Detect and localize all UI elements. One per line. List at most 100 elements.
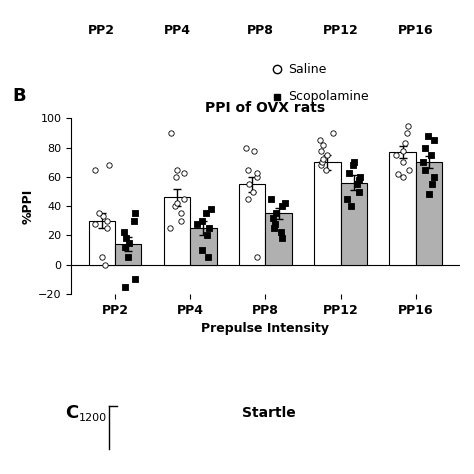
Bar (190, 228, 217, 264)
Point (120, 229, 128, 237)
Point (425, 132, 432, 140)
Point (244, 166, 252, 173)
Point (166, 224, 173, 232)
Text: PP2: PP2 (88, 24, 115, 37)
Point (343, 195, 351, 203)
Point (253, 254, 261, 261)
Point (205, 224, 212, 232)
Point (177, 217, 185, 225)
Point (403, 129, 411, 137)
Point (392, 151, 400, 159)
Point (173, 200, 181, 207)
Point (347, 202, 355, 210)
Point (355, 176, 363, 184)
Point (244, 195, 252, 203)
Point (272, 210, 280, 217)
Point (254, 169, 261, 176)
Text: Saline: Saline (289, 63, 327, 76)
Point (353, 181, 361, 188)
Text: PP12: PP12 (322, 24, 358, 37)
Point (199, 246, 206, 254)
Point (351, 159, 358, 166)
Point (167, 129, 175, 137)
Text: PP16: PP16 (398, 24, 434, 37)
Bar (164, 197, 190, 264)
Point (124, 254, 131, 261)
Point (193, 220, 201, 228)
Point (267, 195, 275, 203)
Point (277, 229, 284, 237)
Text: B: B (13, 87, 27, 105)
Point (103, 224, 110, 232)
Point (205, 254, 212, 261)
Bar (416, 163, 442, 264)
Bar (239, 184, 265, 264)
Text: PP4: PP4 (164, 24, 191, 37)
Point (131, 275, 139, 283)
Point (430, 137, 438, 144)
Point (282, 200, 289, 207)
Point (316, 137, 324, 144)
Point (100, 261, 108, 268)
Point (428, 181, 436, 188)
Point (172, 173, 179, 181)
Point (319, 159, 326, 166)
Point (249, 188, 257, 195)
Point (356, 188, 363, 195)
Point (319, 155, 327, 163)
Point (322, 166, 330, 173)
Point (123, 235, 130, 242)
Bar (390, 152, 416, 264)
Point (99, 213, 107, 220)
Point (404, 122, 411, 129)
Point (318, 162, 325, 169)
Point (421, 144, 429, 152)
Point (323, 151, 331, 159)
Point (349, 162, 357, 169)
Text: 1200: 1200 (79, 413, 108, 423)
Y-axis label: %PPI: %PPI (22, 189, 35, 224)
Point (103, 217, 110, 225)
Bar (265, 213, 292, 264)
Title: PPI of OVX rats: PPI of OVX rats (205, 100, 326, 115)
Point (430, 173, 438, 181)
Text: Scopolamine: Scopolamine (289, 90, 369, 103)
Bar (341, 183, 367, 264)
Point (405, 166, 413, 173)
Text: Startle: Startle (242, 406, 295, 420)
Point (251, 147, 258, 155)
Point (356, 173, 364, 181)
Point (121, 243, 128, 251)
Point (173, 166, 181, 173)
Point (172, 202, 179, 210)
Point (91, 220, 99, 228)
Point (246, 181, 253, 188)
Point (203, 232, 210, 239)
Point (399, 147, 407, 155)
Point (419, 159, 427, 166)
Bar (314, 163, 341, 264)
Point (319, 141, 327, 149)
Point (317, 147, 325, 155)
Bar (89, 221, 115, 264)
Point (181, 169, 188, 176)
Point (98, 254, 106, 261)
Point (400, 173, 407, 181)
Point (242, 144, 250, 152)
Point (278, 235, 285, 242)
Point (427, 151, 435, 159)
Point (131, 210, 138, 217)
Text: PP8: PP8 (247, 24, 274, 37)
Point (95, 210, 103, 217)
Point (270, 214, 277, 222)
Point (207, 205, 214, 213)
Point (131, 217, 138, 225)
Point (425, 191, 433, 198)
Point (253, 173, 261, 181)
Point (278, 202, 286, 210)
Point (270, 224, 278, 232)
Point (202, 210, 210, 217)
Point (272, 220, 279, 228)
Point (198, 217, 206, 225)
Point (401, 139, 409, 147)
